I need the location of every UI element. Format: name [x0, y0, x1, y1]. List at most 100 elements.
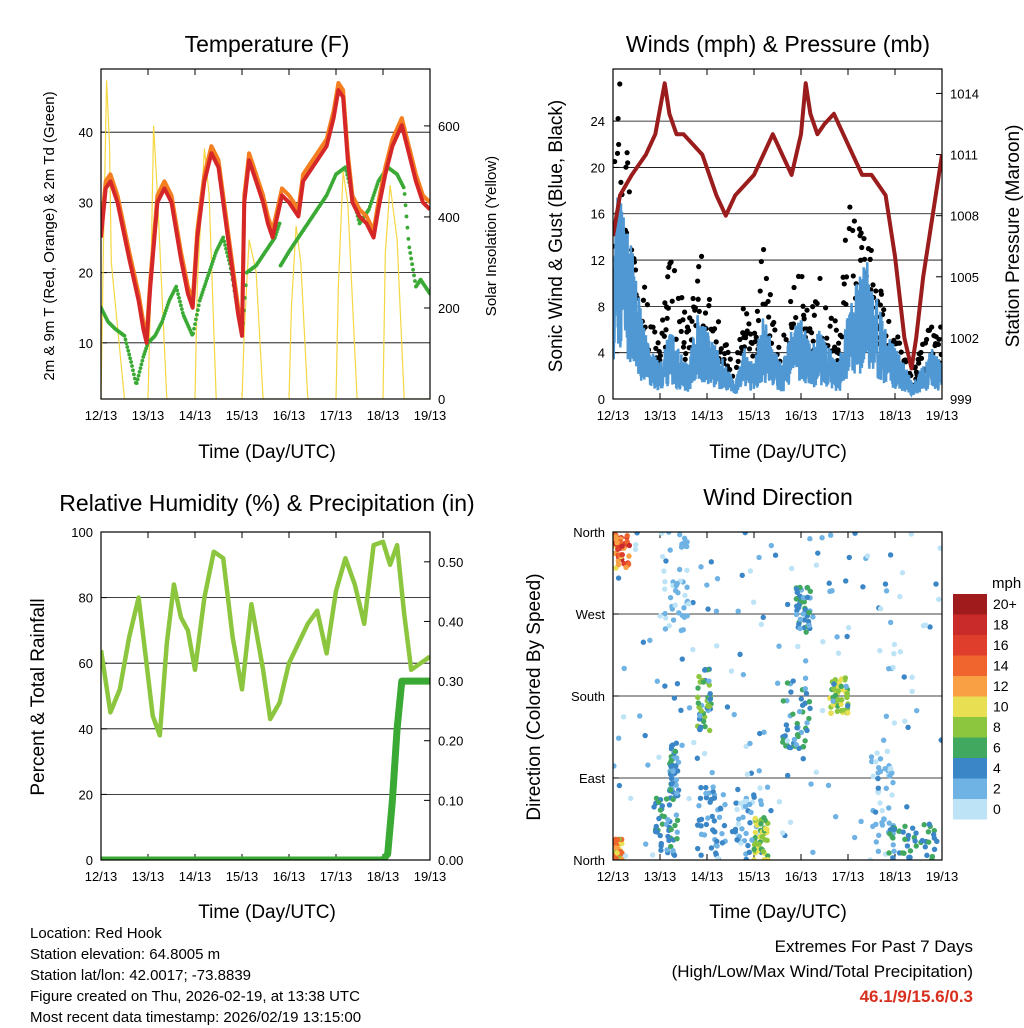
- temperature-dewpoint-point: [124, 341, 129, 346]
- direction-direction-point: [790, 678, 796, 684]
- winds-gust-point: [850, 273, 856, 279]
- direction-direction-point: [659, 553, 666, 560]
- direction-direction-point: [684, 584, 690, 590]
- direction-direction-point: [788, 565, 795, 572]
- direction-direction-point: [751, 794, 757, 800]
- temperature-plot-area: [101, 80, 430, 399]
- direction-direction-point: [619, 856, 625, 860]
- direction-direction-point: [858, 818, 864, 825]
- direction-direction-point: [879, 807, 885, 814]
- direction-direction-point: [740, 814, 746, 820]
- winds-y2tick-label: 1005: [950, 270, 979, 285]
- direction-direction-point: [880, 737, 887, 743]
- winds-gust-point: [706, 303, 712, 309]
- direction-direction-point: [715, 855, 721, 860]
- direction-ytick-label: East: [579, 771, 605, 786]
- direction-direction-point: [674, 680, 681, 687]
- winds-gust-point: [847, 204, 853, 210]
- direction-direction-point: [791, 736, 798, 743]
- direction-direction-point: [677, 532, 683, 538]
- direction-direction-point: [835, 650, 842, 656]
- direction-direction-point: [658, 840, 665, 847]
- direction-direction-point: [670, 617, 677, 623]
- direction-direction-point: [905, 724, 911, 731]
- direction-direction-point: [694, 755, 701, 761]
- winds-gust-point: [861, 235, 867, 242]
- direction-direction-point: [838, 701, 844, 707]
- temperature-ytick-label: 10: [79, 336, 93, 351]
- direction-direction-point: [751, 846, 757, 852]
- station-info: Location: Red Hook Station elevation: 64…: [30, 923, 361, 1028]
- direction-direction-point: [756, 554, 762, 561]
- winds-ytick-label: 12: [591, 253, 605, 268]
- direction-direction-point: [731, 711, 737, 718]
- winds-gust-point: [772, 327, 778, 333]
- winds-gust-point: [790, 321, 797, 327]
- direction-direction-point: [795, 604, 802, 611]
- direction-direction-point: [671, 695, 678, 701]
- direction-direction-point: [762, 837, 768, 843]
- direction-direction-point: [668, 763, 674, 769]
- direction-direction-point: [728, 668, 735, 674]
- winds-title: Winds (mph) & Pressure (mb): [626, 31, 930, 57]
- direction-direction-point: [796, 745, 802, 752]
- direction-direction-point: [786, 744, 792, 751]
- winds-gust-point: [673, 336, 679, 342]
- direction-direction-point: [704, 582, 710, 588]
- direction-direction-point: [716, 814, 723, 820]
- humidity-title: Relative Humidity (%) & Precipitation (i…: [59, 490, 474, 516]
- direction-direction-point: [891, 826, 897, 833]
- temperature-dewpoint-point: [401, 185, 406, 190]
- direction-direction-point: [705, 606, 711, 612]
- direction-direction-point: [913, 707, 920, 714]
- direction-direction-point: [768, 542, 775, 549]
- extremes-subheading: (High/Low/Max Wind/Total Precipitation): [671, 962, 973, 981]
- direction-legend-title: mph: [992, 575, 1021, 592]
- direction-direction-point: [776, 799, 783, 805]
- direction-direction-point: [852, 532, 858, 536]
- direction-direction-point: [690, 599, 696, 606]
- direction-direction-point: [768, 807, 774, 814]
- temperature-dewpoint-point: [192, 326, 196, 331]
- direction-direction-point: [668, 775, 675, 782]
- humidity-series-total-rainfall: [101, 677, 430, 860]
- direction-direction-point: [698, 852, 704, 858]
- temperature-xlabel: Time (Day/UTC): [198, 442, 336, 463]
- winds-gust-point: [665, 305, 671, 311]
- direction-direction-point: [787, 819, 794, 825]
- direction-direction-point: [925, 839, 932, 845]
- direction-direction-point: [907, 854, 913, 860]
- direction-direction-point: [673, 812, 680, 818]
- direction-direction-point: [843, 683, 849, 690]
- direction-direction-point: [672, 602, 678, 608]
- winds-gust-point: [748, 331, 754, 337]
- winds-gust-point: [718, 346, 724, 352]
- direction-direction-point: [760, 848, 767, 855]
- direction-direction-point: [897, 649, 904, 655]
- direction-direction-point: [929, 856, 935, 860]
- direction-direction-point: [682, 543, 688, 549]
- direction-direction-point: [679, 612, 686, 619]
- direction-direction-point: [736, 816, 742, 822]
- humidity-y2tick-label: 0.40: [438, 614, 463, 629]
- winds-gust-point: [776, 344, 782, 350]
- direction-direction-point: [666, 623, 672, 629]
- direction-direction-point: [616, 782, 623, 789]
- winds-gust-point: [617, 81, 623, 87]
- winds-gust-point: [727, 356, 733, 362]
- winds-gust-point: [858, 230, 864, 236]
- direction-direction-point: [713, 643, 720, 649]
- winds-gust-point: [678, 328, 684, 335]
- direction-direction-point: [844, 703, 851, 709]
- direction-direction-point: [831, 681, 837, 687]
- direction-direction-point: [900, 829, 906, 835]
- direction-direction-point: [902, 836, 908, 843]
- direction-xlabel: Time (Day/UTC): [709, 902, 847, 923]
- direction-direction-point: [673, 740, 680, 746]
- winds-xtick-label: 19/13: [926, 408, 959, 423]
- direction-direction-point: [626, 542, 633, 549]
- winds-gust-point: [916, 360, 922, 366]
- winds-gust-point: [706, 296, 713, 303]
- winds-gust-point: [801, 316, 807, 322]
- direction-direction-point: [671, 852, 678, 858]
